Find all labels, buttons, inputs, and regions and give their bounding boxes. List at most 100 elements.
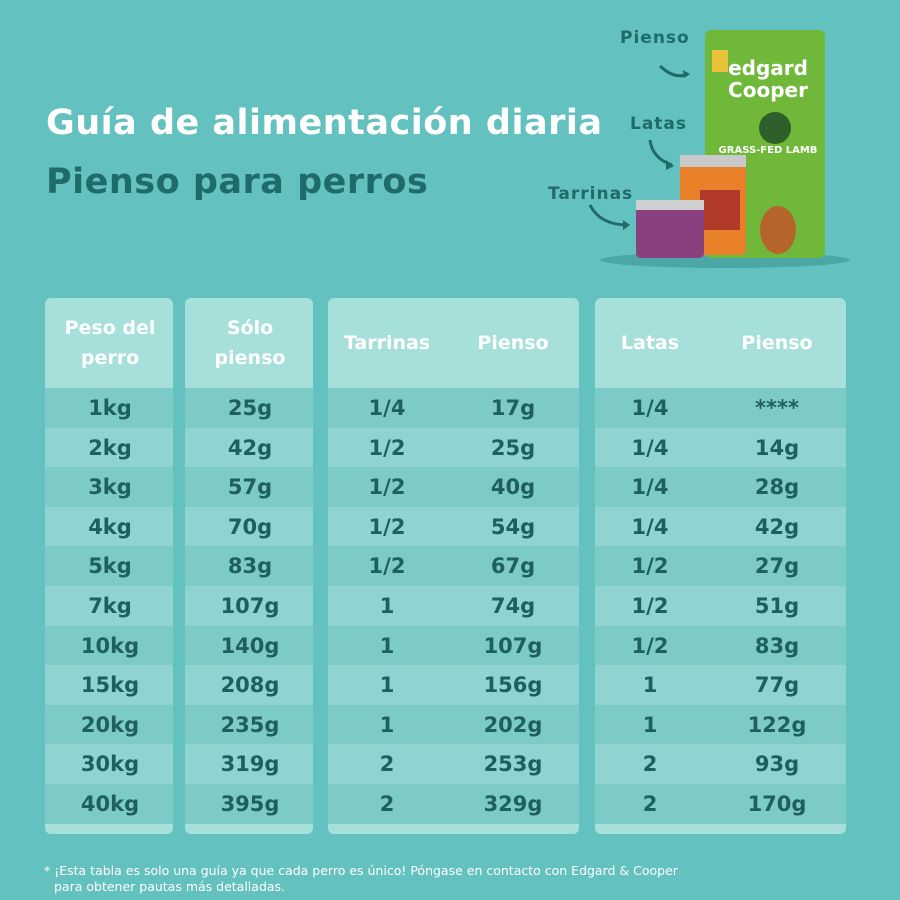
dog — [760, 206, 796, 254]
product-label: Pienso — [620, 28, 690, 48]
table-cell: 20kg — [80, 712, 140, 737]
table-cell: 67g — [490, 554, 536, 579]
table-cell: 107g — [483, 633, 543, 658]
table-cell: 1/4 — [631, 475, 669, 500]
product-label: Tarrinas — [548, 184, 634, 204]
table-cell: 253g — [483, 752, 543, 777]
table-cell: 83g — [227, 554, 273, 579]
row-band — [45, 784, 173, 824]
table-cell: 1 — [379, 673, 395, 698]
row-band — [328, 506, 579, 547]
row-band — [45, 506, 173, 547]
table-cell: 83g — [754, 633, 800, 658]
table-cell: 1/4 — [631, 514, 669, 539]
table-cell: 1/2 — [631, 633, 669, 658]
arrow-head — [666, 160, 674, 170]
flavor: GRASS-FED LAMB — [719, 145, 818, 156]
row-band — [595, 744, 846, 784]
column-header: Latas — [620, 332, 680, 354]
row-band — [185, 427, 313, 468]
table-cell: 1 — [642, 673, 658, 698]
table-cell: 28g — [754, 475, 800, 500]
table-cell: 40kg — [80, 792, 140, 816]
arrow — [648, 139, 673, 167]
row-band — [328, 586, 579, 626]
product-label: Latas — [630, 114, 688, 134]
row-band — [595, 784, 846, 824]
footnote-line: * ¡Esta tabla es solo una guía ya que ca… — [44, 863, 678, 878]
table-cell: 74g — [490, 594, 536, 618]
brand: Cooper — [728, 78, 808, 102]
table-cell: 93g — [754, 752, 800, 777]
table-cell: 1 — [379, 712, 395, 737]
table-cell: 208g — [220, 673, 280, 698]
table-cell: 140g — [220, 633, 280, 658]
can-lid — [680, 155, 746, 167]
table-panel: Peso del perro 1kg 2kg 3kg 4kg 5kg 7kg 10kg 15kg… — [45, 298, 173, 834]
table-cell: 1 — [379, 594, 395, 618]
row-band — [328, 467, 579, 507]
row-band — [185, 388, 313, 428]
row-band — [45, 665, 173, 705]
row-band — [45, 427, 173, 468]
arrow-head — [623, 220, 630, 230]
row-band — [595, 625, 846, 666]
row-band — [45, 467, 173, 507]
table-cell: 2 — [642, 792, 658, 816]
table-cell: 2 — [379, 752, 395, 777]
row-band — [185, 665, 313, 705]
table-cell: 1 — [379, 633, 395, 658]
table-cell: 54g — [490, 514, 536, 539]
table-cell: 3kg — [88, 475, 132, 500]
table-cell: 1/2 — [368, 475, 406, 500]
title: Guía de alimentación diaria — [46, 103, 603, 143]
table-cell: 77g — [754, 673, 800, 698]
badge — [712, 50, 728, 72]
column-header: Sólo pienso — [214, 317, 286, 369]
column-header: Peso del perro — [64, 317, 156, 369]
table-cell: 30kg — [80, 752, 140, 777]
row-band — [45, 388, 173, 428]
row-band — [185, 704, 313, 745]
table-cell: 2kg — [88, 435, 132, 460]
table-panel: Tarrinas 1/4 1/2 1/2 1/2 1/2 1 1 1 1 2 2 Pienso 17g 25… — [328, 298, 579, 834]
row-band — [595, 506, 846, 547]
footnote-line: para obtener pautas más detalladas. — [54, 879, 286, 894]
table-cell: 70g — [227, 514, 273, 539]
column-header: Pienso — [741, 332, 813, 354]
row-band — [595, 388, 846, 428]
row-band — [45, 744, 173, 784]
row-band — [595, 704, 846, 745]
table-cell: 1/2 — [631, 554, 669, 579]
table-panel: Sólo pienso 25g 42g 57g 70g 83g 107g 140g 208g 23… — [185, 298, 313, 834]
table-cell: 122g — [747, 712, 807, 737]
row-band — [45, 704, 173, 745]
table-cell: 51g — [754, 594, 800, 618]
table-cell: 5kg — [88, 554, 132, 579]
table-cell: 1/2 — [368, 435, 406, 460]
row-band — [185, 546, 313, 586]
tray — [636, 200, 704, 258]
row-band — [328, 388, 579, 428]
row-band — [328, 744, 579, 784]
row-band — [45, 586, 173, 626]
table-cell: 7kg — [88, 594, 132, 618]
table-cell: 319g — [220, 752, 280, 777]
row-band — [328, 665, 579, 705]
table-cell: 107g — [220, 594, 280, 618]
table-cell: 4kg — [88, 514, 132, 539]
can-label — [700, 190, 740, 230]
row-band — [328, 704, 579, 745]
lamb — [759, 112, 791, 144]
table-cell: 1/2 — [368, 554, 406, 579]
table-cell: 25g — [227, 396, 273, 420]
product-illustration: edgard Cooper GRASS-FED LAMB — [588, 30, 850, 268]
table-cell: 1/4 — [631, 435, 669, 460]
row-band — [328, 625, 579, 666]
table-cell: 202g — [483, 712, 543, 737]
table-cell: 10kg — [80, 633, 140, 658]
table-cell: 329g — [483, 792, 543, 816]
tray-lid — [636, 200, 704, 210]
row-band — [185, 467, 313, 507]
